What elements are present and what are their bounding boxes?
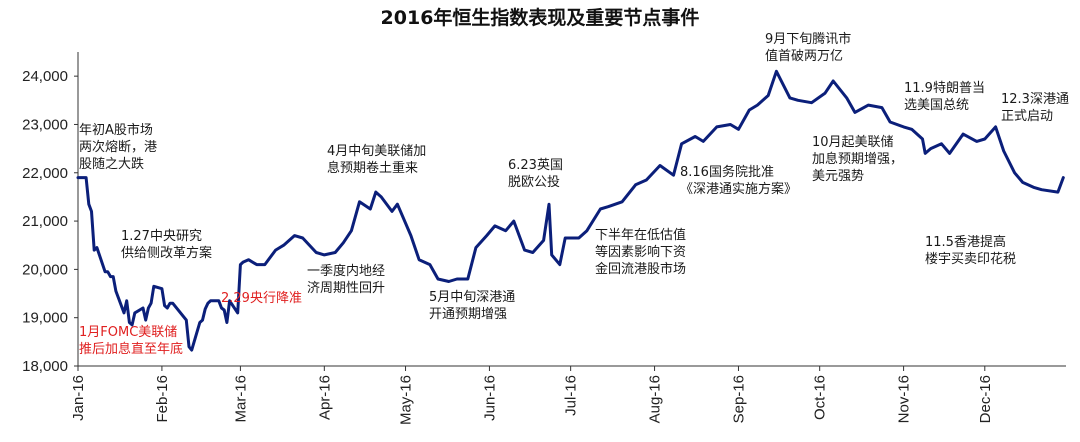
annotation-text: 11.9特朗普当选美国总统 (904, 81, 985, 113)
annotation-text: 1.27中央研究供给侧改革方案 (121, 229, 212, 261)
annotation-text: 2.29央行降准 (221, 291, 302, 306)
x-tick-label: Dec-16 (977, 375, 994, 423)
chart-title: 2016年恒生指数表现及重要节点事件 (381, 6, 700, 29)
annotation-line: 1.27中央研究 (121, 229, 202, 244)
annotation: 下半年在低估值等因素影响下资金回流港股市场 (595, 227, 686, 277)
x-tick-label: Apr-16 (316, 375, 333, 420)
annotation-text: 10月起美联储加息预期增强，美元强势 (812, 135, 903, 184)
annotation-text: 一季度内地经济周期性回升 (307, 263, 385, 296)
x-tick-label: Jan-16 (70, 375, 87, 421)
x-tick-label: Nov-16 (896, 375, 913, 423)
x-tick-label: Sep-16 (730, 375, 747, 423)
y-tick-label: 21,000 (22, 213, 68, 230)
annotation-text: 11.5香港提高楼宇买卖印花税 (925, 234, 1016, 267)
annotation-line: 6.23英国 (508, 158, 563, 173)
annotation: 1月FOMC美联储推后加息直至年底 (79, 325, 183, 357)
y-tick-label: 19,000 (22, 310, 68, 327)
x-tick-label: Aug-16 (647, 375, 664, 423)
x-axis: Jan-16 Feb-16 Mar-16 Apr-16 May-16 Jun-16 Jul-… (70, 365, 1066, 425)
annotation: 11.5香港提高楼宇买卖印花税 (925, 234, 1016, 267)
annotation-line: 一季度内地经 (307, 263, 385, 279)
annotation-text: 8.16国务院批准《深港通实施方案》 (680, 164, 797, 197)
annotation-line: 12.3深港通 (1001, 92, 1069, 107)
annotation-line: 股随之大跌 (79, 156, 144, 172)
annotation-line: 楼宇买卖印花税 (925, 251, 1016, 267)
annotation-line: 4月中旬美联储加 (327, 144, 426, 159)
y-tick-label: 18,000 (22, 358, 68, 375)
annotation-line: 加息预期增强， (812, 151, 903, 167)
annotation-line: 脱欧公投 (508, 174, 560, 190)
x-tick-label: Mar-16 (232, 375, 249, 423)
series-layer (76, 69, 1065, 352)
annotation-layer: 年初A股市场两次熔断，港股随之大跌 1.27中央研究供给侧改革方案 1月FOMC美联… (79, 31, 1069, 357)
annotation-line: 济周期性回升 (307, 281, 385, 296)
annotation-text: 6.23英国脱欧公投 (508, 158, 563, 190)
annotation: 10月起美联储加息预期增强，美元强势 (812, 135, 903, 184)
annotation: 年初A股市场两次熔断，港股随之大跌 (79, 122, 157, 172)
annotation: 5月中旬深港通开通预期增强 (429, 290, 515, 322)
annotation-line: 金回流港股市场 (595, 261, 686, 277)
annotation-line: 11.9特朗普当 (904, 81, 985, 96)
annotation-text: 9月下旬腾讯市值首破两万亿 (765, 31, 851, 64)
y-tick-label: 23,000 (22, 116, 68, 133)
annotation-line: 正式启动 (1001, 109, 1053, 124)
annotation-line: 下半年在低估值 (595, 227, 686, 243)
y-tick-label: 22,000 (22, 165, 68, 182)
annotation-line: 美元强势 (812, 168, 864, 184)
y-axis: 18,000 19,000 20,000 21,000 22,000 23,000 24,0… (22, 52, 79, 375)
annotation: 6.23英国脱欧公投 (508, 158, 563, 190)
annotation-line: 值首破两万亿 (765, 48, 843, 64)
annotation-line: 9月下旬腾讯市 (765, 31, 851, 47)
x-tick-label: Feb-16 (154, 375, 171, 423)
annotation-line: 选美国总统 (904, 98, 969, 113)
annotation-line: 10月起美联储 (812, 135, 894, 150)
x-tick-label: Jun-16 (481, 375, 498, 421)
y-tick-label: 24,000 (22, 68, 68, 85)
x-tick-label: May-16 (398, 375, 415, 425)
annotation: 8.16国务院批准《深港通实施方案》 (680, 164, 797, 197)
annotation-line: 两次熔断，港 (79, 139, 157, 155)
annotation: 4月中旬美联储加息预期卷土重来 (327, 144, 426, 176)
series-line (76, 69, 1065, 352)
annotation: 2.29央行降准 (221, 291, 302, 306)
annotation-line: 5月中旬深港通 (429, 290, 515, 305)
annotation-line: 供给侧改革方案 (121, 245, 212, 261)
annotation-text: 5月中旬深港通开通预期增强 (429, 290, 515, 322)
x-tick-label: Jul-16 (563, 375, 580, 416)
x-tick-label: Oct-16 (812, 375, 829, 420)
annotation: 12.3深港通正式启动 (1001, 92, 1069, 124)
annotation: 一季度内地经济周期性回升 (307, 263, 385, 296)
annotation-line: 开通预期增强 (429, 307, 507, 322)
annotation-line: 等因素影响下资 (595, 244, 686, 260)
annotation-text: 下半年在低估值等因素影响下资金回流港股市场 (595, 227, 686, 277)
annotation: 11.9特朗普当选美国总统 (904, 81, 985, 113)
annotation-text: 年初A股市场两次熔断，港股随之大跌 (79, 122, 157, 172)
annotation-text: 4月中旬美联储加息预期卷土重来 (327, 144, 426, 176)
annotation: 9月下旬腾讯市值首破两万亿 (765, 31, 851, 64)
annotation-line: 年初A股市场 (79, 122, 153, 138)
annotation-line: 息预期卷土重来 (327, 160, 418, 176)
annotation-line: 推后加息直至年底 (79, 341, 183, 357)
annotation-line: 《深港通实施方案》 (680, 181, 797, 197)
y-tick-label: 20,000 (22, 261, 68, 278)
annotation-line: 11.5香港提高 (925, 234, 1006, 250)
annotation-line: 1月FOMC美联储 (79, 325, 177, 340)
annotation-text: 12.3深港通正式启动 (1001, 92, 1069, 124)
annotation: 1.27中央研究供给侧改革方案 (121, 229, 212, 261)
annotation-line: 2.29央行降准 (221, 291, 302, 306)
annotation-text: 1月FOMC美联储推后加息直至年底 (79, 325, 183, 357)
annotation-line: 8.16国务院批准 (680, 164, 774, 180)
